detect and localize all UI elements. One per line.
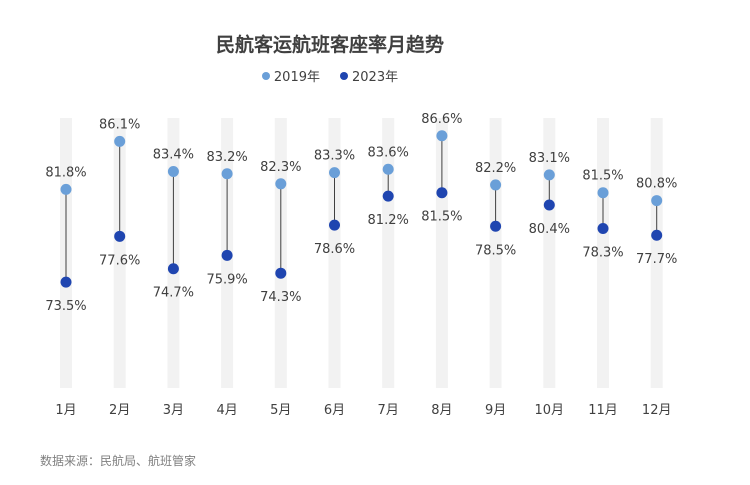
data-label-2023: 80.4% <box>529 222 570 237</box>
x-tick-label: 1月 <box>55 403 76 418</box>
legend-marker-2019 <box>261 71 270 80</box>
data-label-2023: 74.7% <box>153 286 194 301</box>
data-label-2023: 74.3% <box>260 290 301 305</box>
column-band <box>113 118 126 388</box>
point-2019 <box>275 178 287 190</box>
point-2019 <box>382 163 394 175</box>
data-label-2019: 81.8% <box>45 165 86 180</box>
x-tick-label: 9月 <box>485 403 506 418</box>
point-2023 <box>436 187 448 199</box>
data-source-note: 数据来源：民航局、航班管家 <box>40 454 197 468</box>
point-2019 <box>543 169 555 181</box>
data-label-2023: 77.6% <box>99 253 140 268</box>
x-tick-label: 12月 <box>642 403 672 418</box>
point-2023 <box>490 220 502 232</box>
data-label-2019: 81.5% <box>582 169 623 184</box>
data-label-2019: 83.3% <box>314 149 355 164</box>
point-2023 <box>651 229 663 241</box>
column-band <box>650 118 663 388</box>
data-label-2019: 83.4% <box>153 148 194 163</box>
point-2019 <box>329 167 340 179</box>
point-2019 <box>597 187 609 199</box>
point-2023 <box>329 219 340 231</box>
chart-title: 民航客运航班客座率月趋势 <box>215 34 444 56</box>
legend-label-2023: 2023年 <box>352 70 399 85</box>
x-tick-label: 7月 <box>378 403 399 418</box>
data-label-2023: 81.5% <box>421 210 462 225</box>
legend-item-2019: 2019年 <box>261 66 320 85</box>
x-tick-label: 3月 <box>163 403 184 418</box>
x-tick-label: 6月 <box>324 403 345 418</box>
data-label-2023: 81.2% <box>368 213 409 228</box>
point-2019 <box>436 130 448 142</box>
data-label-2019: 83.1% <box>529 151 570 166</box>
data-label-2019: 80.8% <box>636 177 677 192</box>
x-tick-label: 11月 <box>588 403 618 418</box>
data-label-2023: 75.9% <box>206 272 247 287</box>
data-label-2019: 83.2% <box>206 150 247 165</box>
column-band <box>382 118 395 388</box>
legend-label-2019: 2019年 <box>273 70 320 85</box>
column-band <box>543 118 556 388</box>
chart-legend: 2019年 2023年 <box>0 66 660 85</box>
point-2019 <box>114 135 126 147</box>
point-2023 <box>60 276 72 288</box>
point-2019 <box>651 195 663 207</box>
column-band <box>328 118 341 388</box>
x-tick-label: 2月 <box>109 403 130 418</box>
legend-marker-2023 <box>340 71 348 80</box>
point-2019 <box>490 179 502 191</box>
data-label-2023: 77.7% <box>636 252 677 267</box>
point-2019 <box>167 166 179 178</box>
data-label-2023: 78.3% <box>582 246 623 261</box>
point-2023 <box>167 263 179 275</box>
data-label-2023: 78.6% <box>314 242 355 257</box>
data-label-2023: 78.5% <box>475 243 516 258</box>
point-2023 <box>114 230 126 242</box>
data-label-2019: 86.1% <box>99 117 140 132</box>
column-band <box>435 118 448 388</box>
point-2023 <box>382 190 394 202</box>
x-tick-label: 10月 <box>535 403 565 418</box>
legend-item-2023: 2023年 <box>340 66 398 85</box>
data-label-2019: 83.6% <box>368 145 409 160</box>
x-tick-label: 8月 <box>431 403 452 418</box>
point-2023 <box>221 249 233 261</box>
data-label-2019: 82.3% <box>260 160 301 175</box>
x-tick-label: 4月 <box>216 403 237 418</box>
data-label-2023: 73.5% <box>45 299 86 314</box>
point-2023 <box>275 267 287 279</box>
point-2023 <box>597 223 609 235</box>
x-tick-label: 5月 <box>270 403 291 418</box>
point-2019 <box>60 183 72 195</box>
point-2019 <box>221 168 233 180</box>
column-band <box>597 118 609 388</box>
data-label-2019: 82.2% <box>475 161 516 176</box>
data-label-2019: 86.6% <box>421 112 462 127</box>
point-2023 <box>543 199 555 211</box>
